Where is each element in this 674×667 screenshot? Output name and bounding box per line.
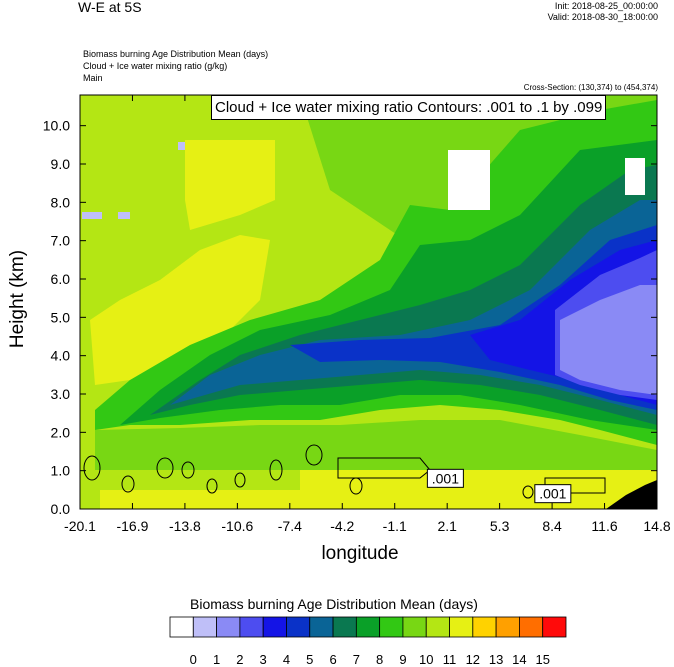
colorbar-label: 11 <box>443 652 457 667</box>
y-tick-label: 2.0 <box>51 424 71 440</box>
colorbar-swatch <box>425 616 450 638</box>
field-region-lower-light-green <box>95 420 657 470</box>
main-title: W-E at 5S <box>78 0 142 15</box>
init-time-label: Init: 2018-08-25_00:00:00 <box>554 1 658 11</box>
contour-cell-9 <box>522 485 534 499</box>
colorbar-label: 1 <box>213 652 220 667</box>
y-tick-label: 9.0 <box>51 156 71 172</box>
x-tick-label: -13.8 <box>169 518 201 534</box>
colorbar-label: 2 <box>236 652 243 667</box>
colorbar-swatch <box>542 616 567 638</box>
colorbar-label: 5 <box>306 652 313 667</box>
contour-label-box-0 <box>426 468 464 488</box>
x-tick-label: -4.2 <box>330 518 354 534</box>
colorbar-swatch <box>495 616 520 638</box>
contour-cell-0 <box>83 455 101 481</box>
colorbar-swatch <box>472 616 497 638</box>
axis-ticks: -20.1 -16.9 -13.8 -10.6 -7.4 -4.2 -1.1 2.1 5.3 8.… <box>43 95 671 534</box>
field-region-band-lavender <box>560 285 657 395</box>
colorbar-label: 8 <box>376 652 383 667</box>
y-tick-label: 3.0 <box>51 386 71 402</box>
y-tick-label: 0.0 <box>51 501 71 517</box>
colorbar-label: 9 <box>399 652 406 667</box>
colorbar-title: Biomass burning Age Distribution Mean (d… <box>190 596 478 612</box>
y-tick-label: 1.0 <box>51 463 71 479</box>
field-region-cloud-white-1 <box>448 150 490 210</box>
colorbar-label: 13 <box>489 652 503 667</box>
field-region-pixel-lavender-3 <box>178 142 185 150</box>
colorbar-label: 15 <box>535 652 549 667</box>
contour-label-0: .001 <box>432 470 459 486</box>
contour-cell-6 <box>269 459 283 481</box>
x-tick-label: -1.1 <box>383 518 407 534</box>
colorbar-label: 4 <box>283 652 290 667</box>
contour-cell-3 <box>181 461 195 479</box>
field-region-surface-yellow-west <box>100 490 300 509</box>
field-region-pixel-lavender-1 <box>82 212 102 219</box>
colorbar-label: 10 <box>419 652 433 667</box>
y-tick-label: 8.0 <box>51 194 71 210</box>
x-tick-label: 8.4 <box>542 518 562 534</box>
x-tick-label: -20.1 <box>64 518 96 534</box>
y-tick-label: 7.0 <box>51 233 71 249</box>
x-tick-label: -16.9 <box>116 518 148 534</box>
plot-area <box>80 95 657 509</box>
x-axis-label: longitude <box>321 543 399 564</box>
colorbar-label: 14 <box>512 652 526 667</box>
colorbar-swatch <box>286 616 311 638</box>
field-region-pixel-lavender-2 <box>118 212 130 219</box>
x-tick-label: 5.3 <box>490 518 510 534</box>
colorbar: 0 1 2 3 4 5 6 7 8 9 10 11 12 13 14 15 <box>169 616 567 667</box>
colorbar-swatch <box>355 616 381 638</box>
contour-banner: Cloud + Ice water mixing ratio Contours:… <box>211 95 607 120</box>
colorbar-swatch <box>192 616 217 638</box>
x-tick-label: -10.6 <box>221 518 253 534</box>
colorbar-label: 6 <box>329 652 336 667</box>
colorbar-swatch <box>519 616 544 638</box>
field-region-terrain-black <box>606 480 657 509</box>
colorbar-swatch <box>379 616 404 638</box>
x-tick-label: -7.4 <box>278 518 302 534</box>
field-layers <box>80 95 657 509</box>
colorbar-swatch <box>216 616 241 638</box>
colorbar-swatch <box>402 616 427 638</box>
contour-label-1: .001 <box>539 486 566 502</box>
colorbar-label: 7 <box>353 652 360 667</box>
field-label-main: Main <box>83 73 103 83</box>
valid-time-label: Valid: 2018-08-30_18:00:00 <box>547 12 658 22</box>
y-tick-label: 6.0 <box>51 271 71 287</box>
field-region-upper-yellow-west <box>185 140 275 230</box>
colorbar-label: 0 <box>190 652 197 667</box>
field-region-cloud-white-2 <box>625 158 645 195</box>
y-tick-label: 4.0 <box>51 348 71 364</box>
contour-lines: .001 .001 <box>83 444 606 504</box>
colorbar-swatch <box>332 616 357 638</box>
colorbar-label: 12 <box>466 652 480 667</box>
contour-cell-7 <box>305 444 323 466</box>
field-label-cloud: Cloud + Ice water mixing ratio (g/kg) <box>83 61 228 71</box>
colorbar-swatch <box>309 616 334 638</box>
colorbar-swatch <box>239 616 264 638</box>
contour-outline-mid <box>337 457 431 479</box>
y-tick-label: 10.0 <box>43 118 70 134</box>
y-tick-label: 5.0 <box>51 309 71 325</box>
cross-section-label: Cross-Section: (130,374) to (454,374) <box>523 83 658 92</box>
contour-cell-2 <box>156 457 174 479</box>
colorbar-label: 3 <box>260 652 267 667</box>
contour-cell-1 <box>121 475 135 493</box>
field-region-lower-yellow <box>300 470 657 509</box>
x-tick-label: 2.1 <box>437 518 457 534</box>
field-region-yellow-west-column <box>90 235 270 385</box>
colorbar-swatch <box>449 616 474 638</box>
colorbar-swatch <box>169 616 194 638</box>
y-axis-label: Height (km) <box>7 249 28 349</box>
x-tick-label: 14.8 <box>643 518 670 534</box>
colorbar-swatch <box>262 616 287 638</box>
contour-cell-4 <box>206 478 218 494</box>
contour-label-box-1 <box>534 484 572 504</box>
contour-cell-5 <box>234 472 246 488</box>
field-label-biomass: Biomass burning Age Distribution Mean (d… <box>83 49 269 59</box>
x-tick-label: 11.6 <box>591 518 617 534</box>
